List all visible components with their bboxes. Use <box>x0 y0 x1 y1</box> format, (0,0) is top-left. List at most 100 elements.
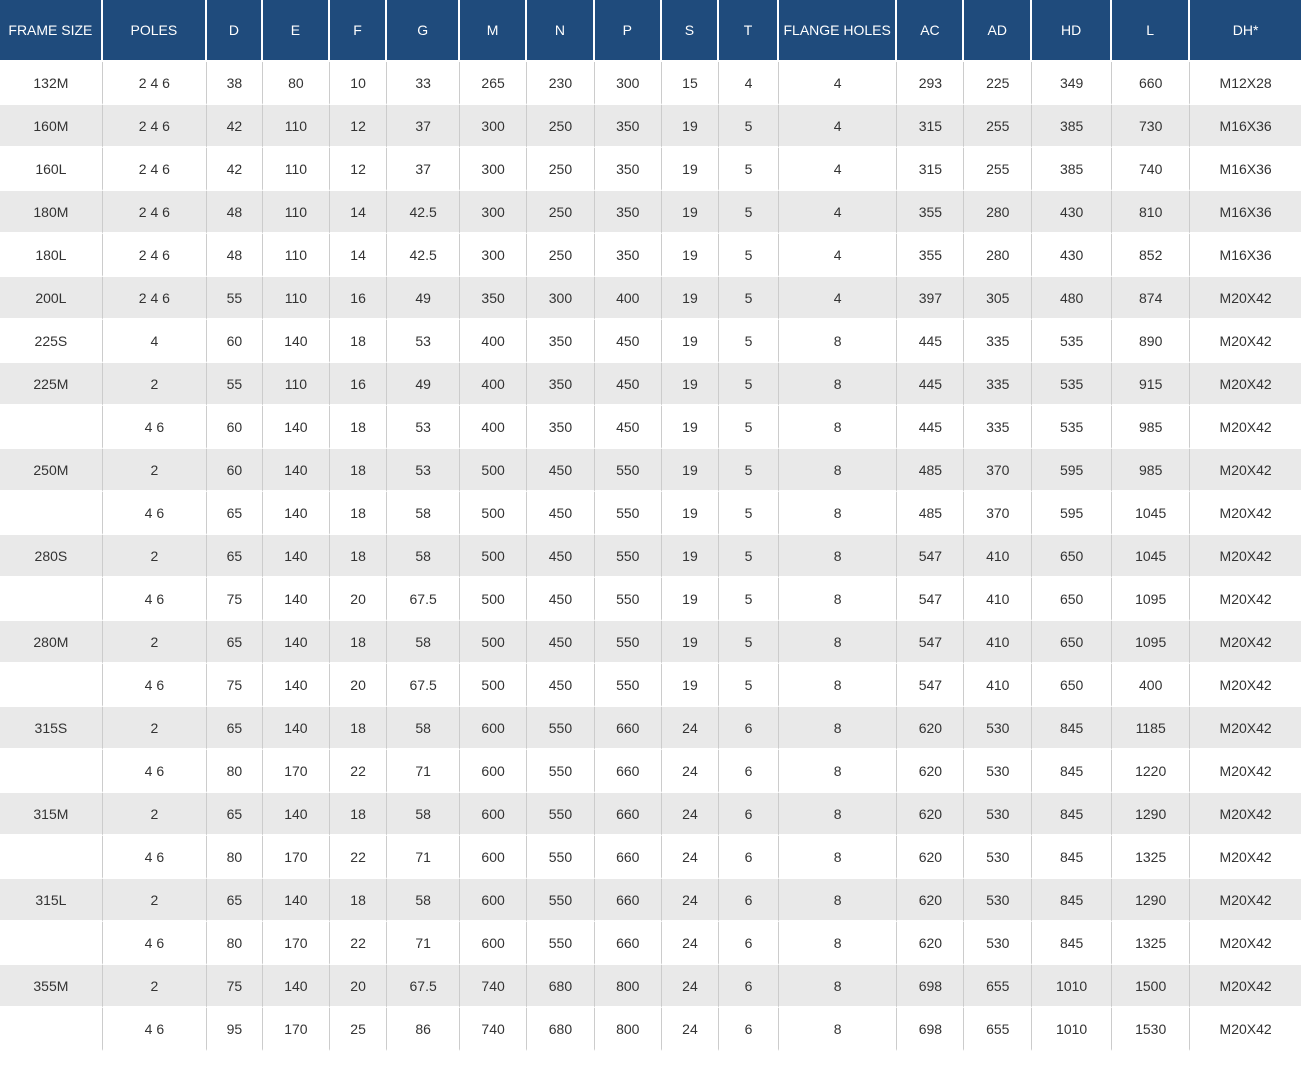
table-cell: 355 <box>897 191 965 234</box>
table-cell: 450 <box>594 406 662 449</box>
table-cell: 49 <box>387 363 461 406</box>
table-cell: 410 <box>964 664 1033 707</box>
table-cell: 1095 <box>1112 621 1191 664</box>
table-row: 4 6 60 140 18 53 400 350 450 19 5 8 445 335 535 985 M20… <box>0 406 1301 449</box>
table-cell: 8 <box>778 492 898 535</box>
table-cell: 845 <box>1032 879 1113 922</box>
table-cell: M20X42 <box>1190 750 1301 793</box>
table-cell: 110 <box>262 234 330 277</box>
table-cell: 2 4 6 <box>102 148 207 191</box>
table-cell: 20 <box>329 664 388 707</box>
table-cell: 4 6 <box>102 750 207 793</box>
table-cell: 4 6 <box>102 1008 207 1051</box>
table-cell: 500 <box>460 621 528 664</box>
table-cell: 550 <box>594 578 662 621</box>
table-cell: 8 <box>778 449 898 492</box>
table-row: 250M 2 60 140 18 53 500 450 550 19 5 8 485 370 595 985 M… <box>0 449 1301 492</box>
table-cell: 300 <box>460 191 528 234</box>
table-cell: 19 <box>661 191 720 234</box>
table-cell: 985 <box>1112 449 1191 492</box>
table-cell: 140 <box>262 965 330 1008</box>
table-cell: 485 <box>897 449 965 492</box>
table-cell: 550 <box>594 449 662 492</box>
table-cell: 24 <box>661 922 720 965</box>
table-cell: M20X42 <box>1190 578 1301 621</box>
table-cell: 24 <box>661 836 720 879</box>
table-cell: 280 <box>964 191 1033 234</box>
table-cell: 140 <box>262 664 330 707</box>
table-cell: 140 <box>262 492 330 535</box>
table-cell: 1220 <box>1112 750 1191 793</box>
table-cell: 110 <box>262 363 330 406</box>
table-cell: 410 <box>964 621 1033 664</box>
table-cell: 12 <box>329 148 388 191</box>
table-cell: 2 <box>102 535 207 578</box>
column-header-n: N <box>527 0 595 62</box>
table-row: 4 6 65 140 18 58 500 450 550 19 5 8 485 370 595 1045 M2… <box>0 492 1301 535</box>
table-cell: 450 <box>527 664 595 707</box>
table-cell: 620 <box>897 793 965 836</box>
table-cell: 1325 <box>1112 836 1191 879</box>
table-cell: 350 <box>594 148 662 191</box>
table-cell: 445 <box>897 320 965 363</box>
table-cell: 450 <box>527 535 595 578</box>
table-cell: 4 6 <box>102 406 207 449</box>
table-cell: 350 <box>527 320 595 363</box>
table-cell: 18 <box>329 320 388 363</box>
table-cell: 1530 <box>1112 1008 1191 1051</box>
table-cell: 8 <box>778 922 898 965</box>
table-cell: 49 <box>387 277 461 320</box>
table-cell: 65 <box>206 621 263 664</box>
table-row: 180M 2 4 6 48 110 14 42.5 300 250 350 19 5 4 355 280 4… <box>0 191 1301 234</box>
table-cell: 280 <box>964 234 1033 277</box>
table-cell: 2 4 6 <box>102 62 207 105</box>
table-cell: 4 <box>778 191 898 234</box>
table-cell: 305 <box>964 277 1033 320</box>
table-cell: 18 <box>329 879 388 922</box>
table-cell: 2 <box>102 965 207 1008</box>
table-cell: 2 <box>102 793 207 836</box>
table-cell: 58 <box>387 793 461 836</box>
table-cell: 22 <box>329 750 388 793</box>
table-cell: M20X42 <box>1190 320 1301 363</box>
table-cell: 5 <box>719 578 779 621</box>
table-cell: 450 <box>527 621 595 664</box>
table-cell: 500 <box>460 535 528 578</box>
table-cell: 24 <box>661 750 720 793</box>
column-header-g: G <box>387 0 461 62</box>
table-cell: 140 <box>262 879 330 922</box>
table-cell: 600 <box>460 836 528 879</box>
table-cell: 67.5 <box>387 664 461 707</box>
table-cell: 335 <box>964 363 1033 406</box>
table-cell: 915 <box>1112 363 1191 406</box>
table-cell: 5 <box>719 664 779 707</box>
table-cell: 4 6 <box>102 578 207 621</box>
table-cell: 600 <box>460 750 528 793</box>
table-cell: 650 <box>1032 535 1113 578</box>
table-cell: M20X42 <box>1190 879 1301 922</box>
table-cell: 530 <box>964 879 1033 922</box>
table-cell: 450 <box>594 363 662 406</box>
table-cell: 140 <box>262 449 330 492</box>
table-cell: 547 <box>897 578 965 621</box>
table-cell: 48 <box>206 234 263 277</box>
frame-size-cell: 315L <box>0 879 103 922</box>
table-cell: M20X42 <box>1190 836 1301 879</box>
table-cell: 110 <box>262 148 330 191</box>
table-header: FRAME SIZE POLES D E F G M N P S T FLANGE HOLES AC AD… <box>0 0 1301 62</box>
table-row: 4 6 75 140 20 67.5 500 450 550 19 5 8 547 410 650 400 M… <box>0 664 1301 707</box>
table-cell: 75 <box>206 965 263 1008</box>
table-cell: 55 <box>206 363 263 406</box>
table-cell: 8 <box>778 879 898 922</box>
table-cell: 1045 <box>1112 535 1191 578</box>
column-header-frame-size: FRAME SIZE <box>0 0 103 62</box>
table-cell: 80 <box>206 922 263 965</box>
frame-size-cell: 280M <box>0 621 103 664</box>
table-cell: 19 <box>661 621 720 664</box>
column-header-l: L <box>1112 0 1191 62</box>
frame-size-cell <box>0 406 103 449</box>
table-cell: 5 <box>719 148 779 191</box>
table-cell: 255 <box>964 148 1033 191</box>
table-cell: 18 <box>329 492 388 535</box>
table-cell: 24 <box>661 1008 720 1051</box>
